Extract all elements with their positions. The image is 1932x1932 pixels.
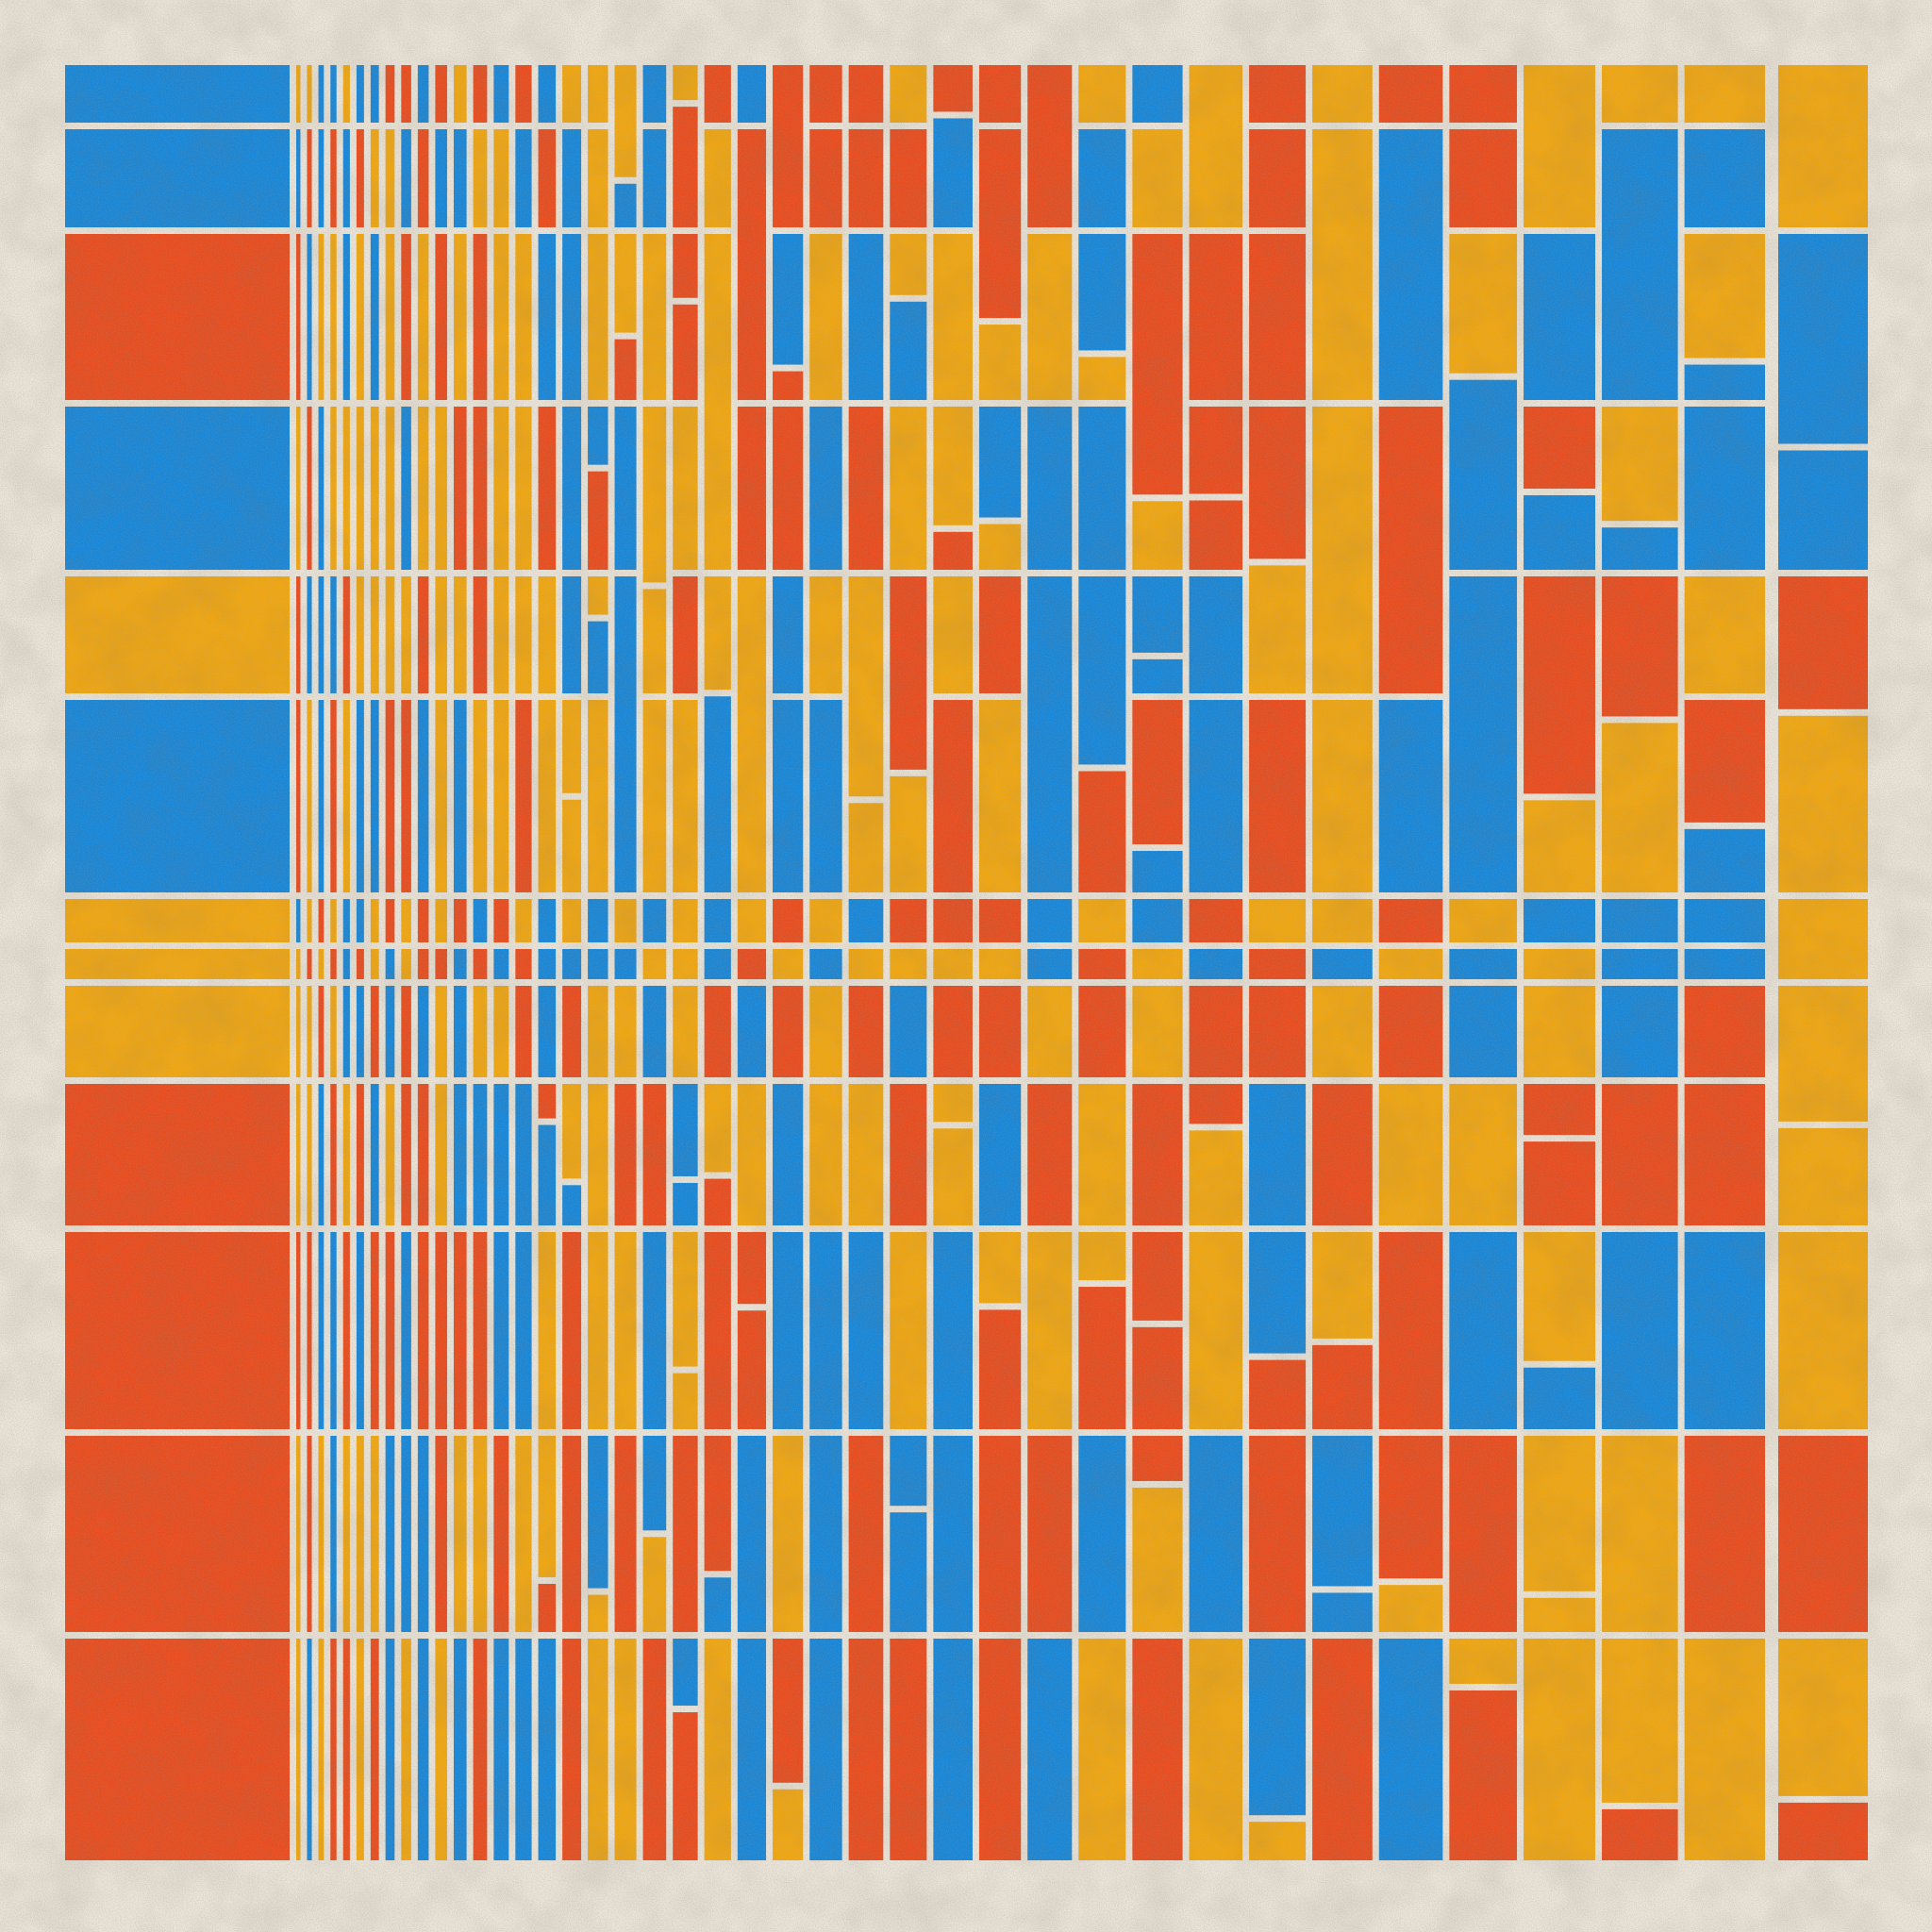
texture-grain: [0, 0, 1932, 1932]
artwork: [0, 0, 1932, 1932]
page: (() => { const data = JSON.parse(documen…: [0, 0, 1932, 1932]
